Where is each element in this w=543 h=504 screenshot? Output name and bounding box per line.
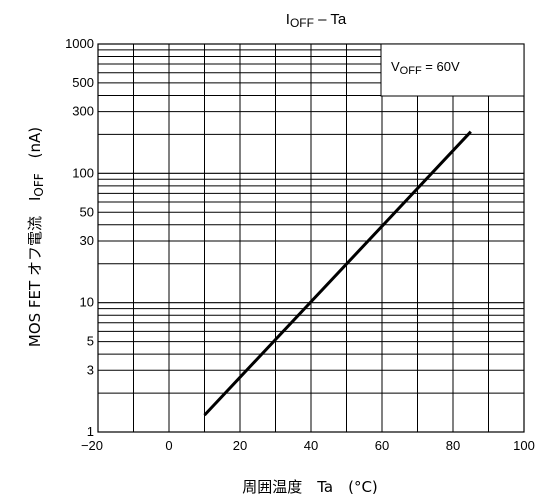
chart-title-main: I [286, 11, 290, 28]
x-tick-label: 0 [165, 438, 172, 453]
chart-title-sub: OFF [290, 16, 314, 30]
annotation-text: VOFF = 60V [391, 59, 460, 77]
annotation-main: V [391, 59, 400, 74]
x-axis-label: 周囲温度 Ta (°C) [242, 478, 378, 496]
y-tick-label: 10 [80, 295, 94, 310]
y-tick-label: 500 [72, 75, 94, 90]
x-tick-label: 40 [304, 438, 318, 453]
y-tick-label: 3 [87, 362, 94, 377]
grid [98, 44, 524, 432]
chart-title: IOFF – Ta [286, 11, 347, 30]
x-tick-label: 60 [375, 438, 389, 453]
y-tick-label: 300 [72, 104, 94, 119]
annotation-box-frame [380, 43, 525, 97]
annotation-sub: OFF [400, 65, 422, 77]
y-tick-label: 100 [72, 165, 94, 180]
y-tick-label: 5 [87, 334, 94, 349]
x-tick-label: 100 [513, 438, 535, 453]
series [203, 130, 472, 417]
y-axis-label-sub: OFF [32, 173, 46, 196]
y-tick-label: 1 [87, 424, 94, 439]
annotation-rest: = 60V [422, 59, 460, 74]
y-tick-label: 1000 [65, 36, 94, 51]
x-tick-label: −20 [81, 438, 103, 453]
x-tick-label: 20 [233, 438, 247, 453]
x-tick-label: 80 [446, 438, 460, 453]
y-axis-label-main: MOS FET オフ電流 I [26, 197, 44, 348]
series-line [203, 130, 472, 417]
y-tick-label: 50 [80, 204, 94, 219]
y-axis-label-rest: (nA) [26, 127, 44, 173]
annotation-box: VOFF = 60V [380, 43, 525, 97]
tick-labels: −20 0 20 40 60 80 100 1 3 5 10 30 50 100 300 500 1000 [65, 36, 535, 453]
y-axis-label: MOS FET オフ電流 IOFF (nA) [26, 127, 46, 347]
plot-frame [97, 43, 525, 433]
y-tick-label: 30 [80, 233, 94, 248]
chart-title-rest: – Ta [314, 11, 347, 28]
